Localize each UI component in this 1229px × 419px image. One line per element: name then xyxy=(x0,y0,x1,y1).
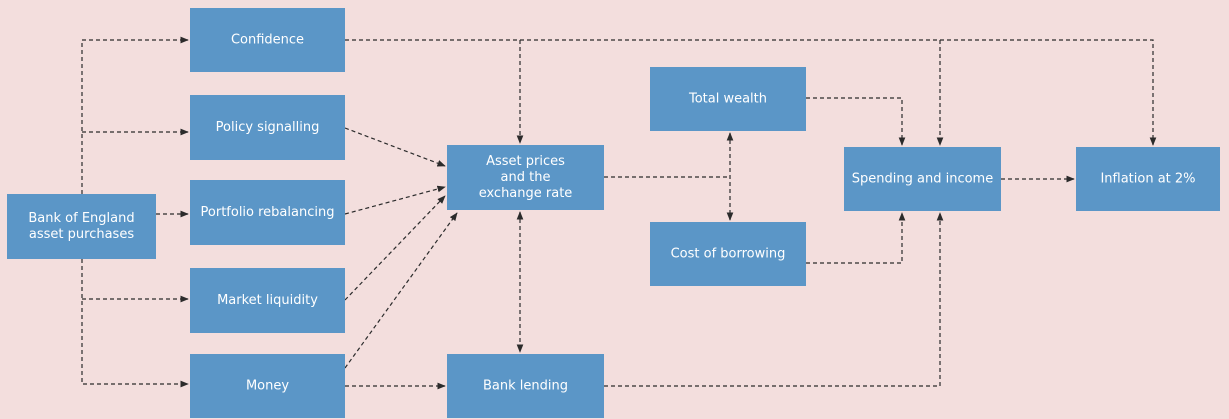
node-label: exchange rate xyxy=(479,186,573,201)
node-label: Cost of borrowing xyxy=(671,247,786,262)
node-box xyxy=(447,354,604,418)
node-label: Money xyxy=(246,379,289,394)
node-box xyxy=(190,268,345,333)
arrow xyxy=(344,212,458,369)
node-box xyxy=(190,180,345,245)
node-label: Market liquidity xyxy=(217,293,318,308)
node-label: and the xyxy=(501,170,551,185)
node-label: Bank of England xyxy=(28,211,134,226)
node-box xyxy=(447,145,604,210)
node-label: Inflation at 2% xyxy=(1100,172,1195,187)
arrow xyxy=(81,259,189,388)
arrow xyxy=(344,185,446,215)
node-box xyxy=(190,95,345,160)
node-label: Bank lending xyxy=(483,379,568,394)
node-box xyxy=(7,194,156,259)
node-box xyxy=(650,67,806,131)
arrow xyxy=(806,212,906,264)
node-box xyxy=(190,354,345,418)
node-label: Asset prices xyxy=(486,154,565,169)
node-box xyxy=(190,8,345,72)
node-label: Total wealth xyxy=(688,92,767,107)
arrow xyxy=(344,127,446,167)
node-label: asset purchases xyxy=(29,227,134,242)
node-label: Confidence xyxy=(231,33,304,48)
node-box xyxy=(844,147,1001,211)
arrow xyxy=(344,195,446,301)
arrows xyxy=(81,36,1157,390)
node-box xyxy=(650,222,806,286)
node-box xyxy=(1076,147,1220,211)
arrow xyxy=(81,36,189,194)
node-label: Portfolio rebalancing xyxy=(201,205,335,220)
node-label: Spending and income xyxy=(852,172,993,187)
arrow xyxy=(345,39,1157,146)
arrow xyxy=(604,212,944,387)
arrow xyxy=(806,97,906,146)
node-label: Policy signalling xyxy=(216,120,320,135)
